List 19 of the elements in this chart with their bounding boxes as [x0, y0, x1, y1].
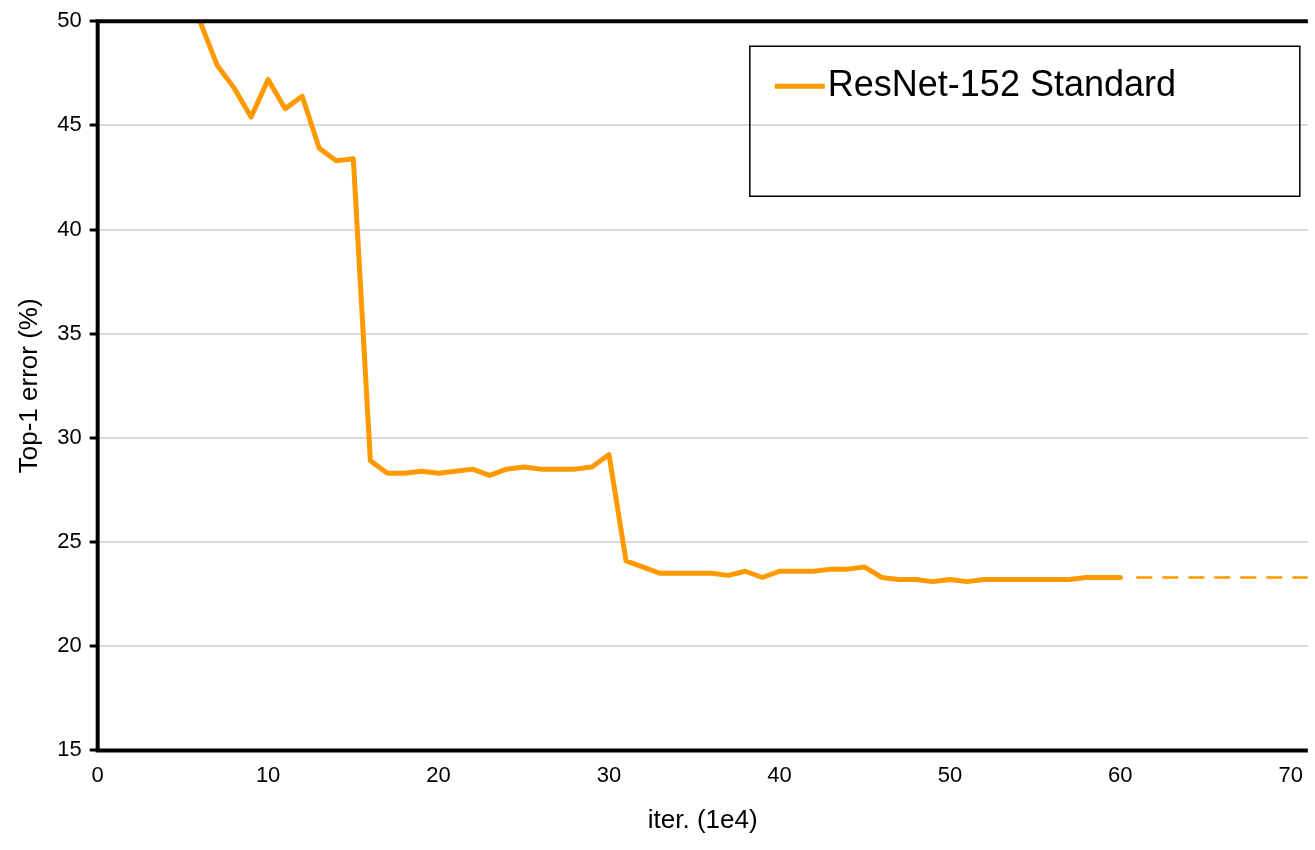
- x-tick-label: 0: [91, 761, 104, 787]
- y-tick-label: 15: [57, 736, 82, 762]
- x-tick-label: 30: [596, 761, 622, 787]
- x-tick-label: 70: [1278, 761, 1304, 787]
- y-tick-label: 40: [57, 215, 82, 241]
- y-tick-label: 30: [57, 423, 82, 449]
- y-tick-label: 35: [57, 319, 82, 345]
- x-axis-title: iter. (1e4): [647, 803, 758, 834]
- y-axis-title: Top-1 error (%): [12, 298, 43, 474]
- x-tick-label: 50: [937, 761, 963, 787]
- x-tick-label: 40: [767, 761, 792, 787]
- y-tick-label: 45: [57, 111, 82, 137]
- x-tick-label: 20: [426, 761, 451, 787]
- legend-label: ResNet-152 Standard: [827, 63, 1177, 105]
- y-tick-label: 50: [57, 7, 82, 33]
- x-tick-label: 60: [1108, 761, 1133, 787]
- y-tick-label: 25: [57, 528, 82, 554]
- x-tick-label: 10: [255, 761, 281, 787]
- y-tick-label: 20: [57, 632, 82, 658]
